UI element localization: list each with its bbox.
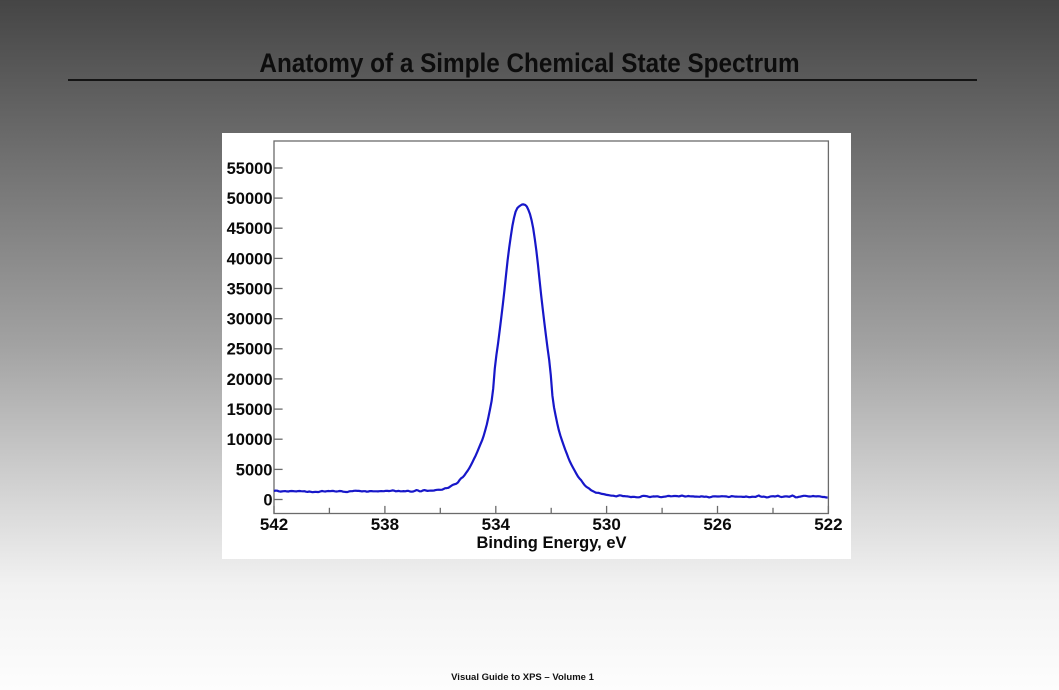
svg-text:25000: 25000 bbox=[227, 341, 273, 359]
svg-text:35000: 35000 bbox=[227, 280, 273, 298]
svg-text:10000: 10000 bbox=[227, 431, 273, 449]
svg-text:526: 526 bbox=[703, 515, 731, 534]
svg-text:40000: 40000 bbox=[227, 250, 273, 268]
svg-text:542: 542 bbox=[260, 515, 288, 534]
svg-text:30000: 30000 bbox=[227, 311, 273, 329]
svg-text:534: 534 bbox=[482, 515, 511, 534]
svg-text:0: 0 bbox=[263, 491, 272, 509]
svg-text:50000: 50000 bbox=[227, 190, 273, 208]
svg-text:522: 522 bbox=[814, 515, 842, 534]
svg-text:45000: 45000 bbox=[227, 220, 273, 238]
svg-text:15000: 15000 bbox=[227, 401, 273, 419]
svg-text:5000: 5000 bbox=[236, 461, 273, 479]
svg-text:530: 530 bbox=[592, 515, 620, 534]
svg-text:538: 538 bbox=[371, 515, 399, 534]
svg-text:Binding Energy, eV: Binding Energy, eV bbox=[476, 534, 626, 552]
svg-text:55000: 55000 bbox=[227, 160, 273, 178]
svg-text:20000: 20000 bbox=[227, 371, 273, 389]
